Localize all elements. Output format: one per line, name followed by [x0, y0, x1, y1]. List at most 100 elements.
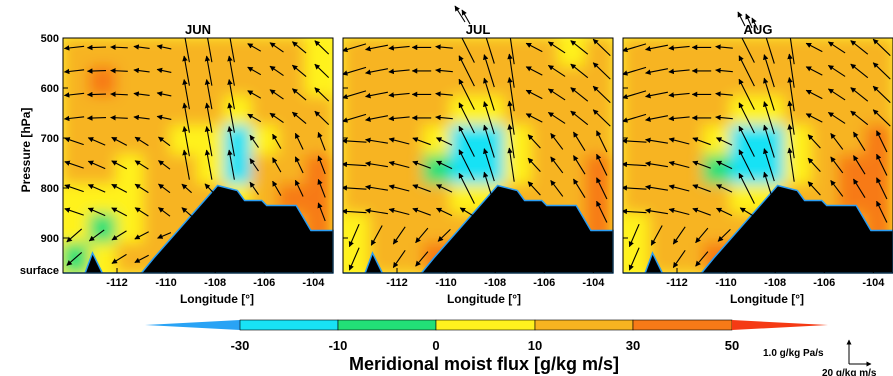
flux-arrow: [483, 101, 495, 135]
field-cell: [558, 95, 587, 128]
field-cell: [143, 95, 172, 128]
flux-arrow: [550, 156, 564, 174]
panel-title-jul: JUL: [466, 22, 491, 37]
field-cell: [784, 38, 813, 69]
flux-arrow: [133, 91, 150, 97]
flux-arrow: [110, 44, 128, 50]
x-axis-title-jul: Longitude [°]: [447, 292, 521, 306]
colorbar-segment: [732, 320, 828, 330]
flux-arrow: [853, 155, 866, 175]
flux-arrow: [435, 91, 453, 97]
field-cell: [784, 125, 813, 157]
flux-arrow: [365, 161, 388, 168]
flux-arrow: [365, 68, 389, 75]
field-cell: [784, 66, 813, 98]
flux-arrow: [227, 149, 235, 180]
flux-arrow: [156, 91, 172, 97]
y-axis-ticks: 500 600 700 800 900: [41, 33, 628, 245]
colorbar-tick-label: -30: [231, 338, 250, 353]
flux-arrow: [111, 230, 127, 241]
flux-arrow: [247, 113, 262, 123]
flux-arrow: [787, 124, 795, 159]
flux-arrow: [388, 207, 410, 216]
flux-arrow: [872, 38, 891, 56]
flux-arrow: [272, 157, 282, 173]
flux-arrow: [573, 155, 586, 175]
x-tick-label: -112: [666, 277, 687, 289]
flux-arrow: [525, 113, 543, 123]
flux-arrow: [365, 91, 389, 99]
flux-arrow: [249, 158, 259, 172]
flux-arrow: [343, 113, 367, 123]
flux-arrow: [850, 63, 869, 79]
panel-title-aug: AUG: [744, 22, 773, 37]
flux-arrow: [672, 249, 686, 268]
flux-arrow: [570, 40, 589, 55]
flux-arrow: [343, 138, 367, 144]
flux-arrow: [415, 227, 429, 244]
terrain: [63, 184, 334, 274]
x-tick-label: -110: [715, 277, 736, 289]
flux-arrow: [412, 184, 431, 193]
flux-arrow: [343, 43, 367, 53]
overflow-arrow: [751, 17, 759, 31]
flux-arrow: [272, 180, 282, 196]
field-cell: [224, 154, 253, 186]
flux-arrow: [317, 131, 326, 151]
flux-arrow: [876, 153, 888, 176]
flux-arrow: [623, 161, 647, 168]
flux-arrow: [227, 102, 235, 133]
flux-arrow: [388, 160, 410, 169]
field-cell: [170, 154, 199, 186]
flux-arrow: [695, 251, 709, 267]
field-cell: [197, 38, 226, 69]
flux-arrow: [645, 137, 668, 144]
field-cell: [865, 38, 893, 69]
flux-arrow: [592, 62, 611, 80]
flux-arrow: [64, 207, 84, 216]
field-cell: [89, 38, 118, 69]
y-tick-label: 600: [41, 83, 59, 95]
field-cell: [811, 38, 840, 69]
flux-arrow: [623, 208, 647, 215]
x-tick-label: -108: [764, 277, 786, 289]
flux-arrow: [111, 136, 128, 146]
field-cell: [143, 125, 172, 157]
colorbar-segment: [145, 320, 240, 330]
flux-arrow: [830, 132, 844, 150]
field-cell: [116, 66, 145, 98]
flux-arrow: [317, 155, 326, 175]
flux-arrow: [388, 184, 410, 192]
flux-arrow: [314, 63, 330, 78]
flux-arrow: [64, 137, 84, 146]
field-cell: [305, 95, 333, 128]
flux-arrow: [741, 38, 755, 63]
field-cell: [676, 242, 705, 273]
field-cell: [116, 213, 145, 245]
flux-arrow: [668, 68, 690, 75]
flux-arrow: [672, 226, 686, 245]
flux-arrow: [247, 90, 262, 99]
flux-arrow: [483, 124, 495, 158]
flux-arrow: [509, 38, 515, 65]
field-cell: [143, 183, 172, 216]
field-cell: [170, 95, 199, 128]
flux-arrow: [458, 78, 475, 110]
flux-arrow: [133, 44, 150, 50]
flux-arrow: [570, 110, 589, 126]
flux-arrow: [158, 160, 171, 170]
colorbar: -30 -10 0 10 30 50: [145, 319, 828, 353]
flux-arrow: [738, 172, 755, 204]
flux-arrow: [63, 115, 85, 122]
flux-arrow: [182, 126, 190, 157]
flux-arrow: [158, 207, 171, 217]
field-cell: [423, 125, 452, 157]
field-cell: [703, 38, 732, 69]
flux-arrow: [227, 79, 235, 110]
field-cell: [585, 125, 613, 157]
flux-arrow: [291, 111, 307, 125]
flux-arrow: [227, 55, 235, 86]
field-cell: [63, 95, 91, 128]
flux-arrow: [272, 133, 282, 149]
flux-arrow: [388, 68, 410, 75]
